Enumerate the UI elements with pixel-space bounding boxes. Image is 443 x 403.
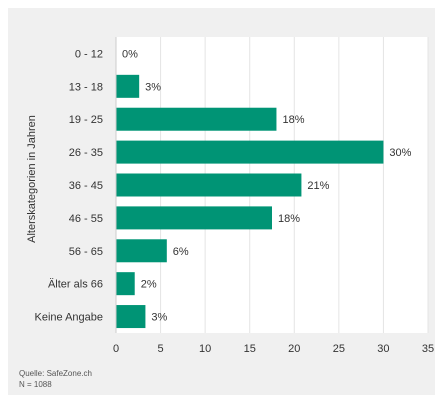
x-tick-label: 30 <box>377 343 389 355</box>
x-tick-label: 25 <box>333 343 345 355</box>
y-tick-label: 13 - 18 <box>69 81 103 93</box>
y-tick-label: Älter als 66 <box>48 279 103 291</box>
bar <box>116 239 167 263</box>
data-label: 2% <box>141 279 157 291</box>
x-tick-label: 15 <box>244 343 256 355</box>
y-axis-title: Alterskategorien in Jahren <box>26 115 38 243</box>
y-tick-label: 26 - 35 <box>69 147 103 159</box>
y-tick-label: 46 - 55 <box>69 213 103 225</box>
data-label: 3% <box>151 312 167 324</box>
data-label: 3% <box>145 81 161 93</box>
x-tick-label: 20 <box>288 343 300 355</box>
x-tick-label: 0 <box>113 343 119 355</box>
bar <box>116 272 135 296</box>
source-label: Quelle: SafeZone.ch <box>19 369 92 378</box>
y-tick-label: Keine Angabe <box>34 312 103 324</box>
bar <box>116 206 272 230</box>
x-tick-label: 10 <box>199 343 211 355</box>
y-tick-label: 19 - 25 <box>69 114 103 126</box>
data-label: 30% <box>389 147 411 159</box>
bar <box>116 140 384 164</box>
bar <box>116 173 302 197</box>
data-label: 18% <box>282 114 304 126</box>
data-label: 21% <box>307 180 329 192</box>
x-tick-label: 5 <box>158 343 164 355</box>
bar <box>116 107 277 131</box>
bar <box>116 74 140 98</box>
sample-size-label: N = 1088 <box>19 380 52 389</box>
bar <box>116 305 146 329</box>
data-label: 0% <box>122 48 138 60</box>
x-tick-label: 35 <box>422 343 434 355</box>
y-tick-label: 0 - 12 <box>75 48 103 60</box>
data-label: 6% <box>173 246 189 258</box>
y-tick-label: 36 - 45 <box>69 180 103 192</box>
data-label: 18% <box>278 213 300 225</box>
y-tick-label: 56 - 65 <box>69 246 103 258</box>
